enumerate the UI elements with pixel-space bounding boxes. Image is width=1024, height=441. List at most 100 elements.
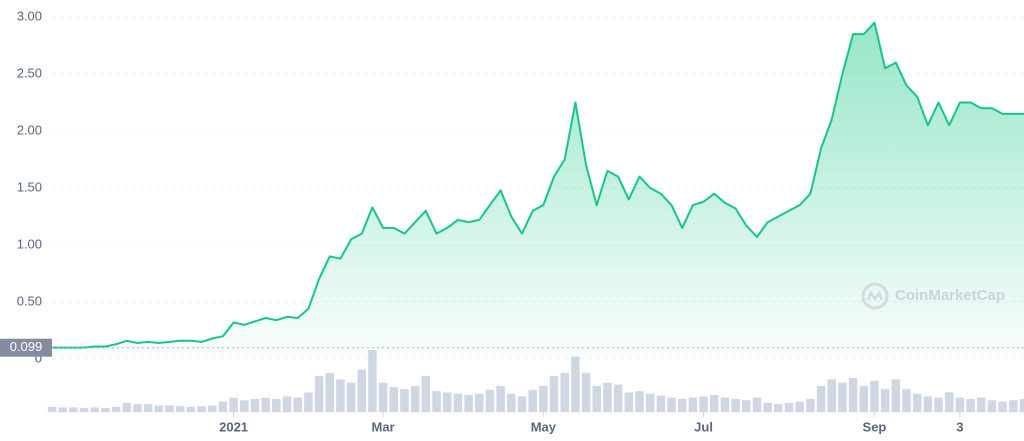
- volume-bar: [752, 397, 762, 412]
- volume-bar: [774, 404, 783, 412]
- volume-bar: [806, 398, 815, 412]
- y-tick-label: 2.00: [17, 122, 42, 137]
- volume-bar: [229, 397, 238, 412]
- volume-bar: [485, 389, 495, 412]
- volume-bar: [69, 407, 78, 412]
- volume-bar: [966, 398, 975, 412]
- volume-bar: [613, 384, 623, 412]
- volume-bar: [955, 397, 965, 412]
- volume-bar: [763, 402, 772, 412]
- volume-bar: [571, 356, 580, 412]
- volume-bar: [111, 406, 121, 412]
- volume-bar: [880, 389, 890, 412]
- volume-bar: [464, 395, 473, 412]
- volume-bar: [870, 380, 879, 412]
- volume-bar: [207, 405, 217, 412]
- volume-bar: [496, 385, 505, 412]
- volume-bar: [475, 393, 484, 412]
- volume-bar: [79, 408, 89, 412]
- volume-bar: [848, 378, 858, 412]
- volume-bar: [581, 372, 591, 412]
- volume-bar: [218, 401, 228, 412]
- volume-bar: [378, 382, 388, 412]
- volume-bar: [143, 404, 153, 412]
- volume-bar: [667, 397, 676, 412]
- volume-bar: [250, 398, 260, 412]
- volume-bar: [549, 376, 559, 412]
- volume-bar: [742, 400, 751, 412]
- volume-bar: [336, 379, 345, 412]
- volume-bar: [838, 382, 847, 412]
- y-tick-label: 1.50: [17, 179, 42, 194]
- volume-bar: [101, 408, 110, 412]
- volume-bar: [816, 385, 826, 412]
- volume-bar: [560, 372, 569, 412]
- volume-bar: [603, 382, 612, 412]
- volume-bar: [517, 396, 527, 412]
- volume-bar: [795, 401, 804, 412]
- volume-bar: [325, 372, 334, 412]
- x-tick-label: 3: [956, 419, 963, 434]
- start-price-label: 0.099: [10, 339, 43, 354]
- volume-bar: [710, 395, 719, 412]
- volume-bar: [635, 391, 644, 412]
- volume-bar: [293, 397, 302, 412]
- volume-bar: [677, 398, 687, 412]
- volume-bar: [304, 392, 313, 412]
- volume-bar: [528, 389, 537, 412]
- y-tick-label: 0: [35, 350, 42, 365]
- volume-bar: [731, 398, 740, 412]
- volume-bar: [314, 376, 324, 412]
- price-area: [52, 22, 1024, 359]
- volume-bar: [923, 396, 933, 412]
- volume-bar: [421, 376, 431, 412]
- y-tick-label: 2.50: [17, 65, 42, 80]
- volume-bar: [827, 379, 836, 412]
- volume-bar: [282, 396, 292, 412]
- volume-bar: [58, 407, 67, 412]
- volume-bar: [346, 382, 356, 412]
- volume-bar: [122, 402, 131, 412]
- x-tick-label: Sep: [863, 419, 887, 434]
- watermark-logo: [861, 282, 889, 310]
- volume-bar: [998, 401, 1007, 412]
- volume-bar: [987, 400, 997, 412]
- volume-bar: [859, 385, 869, 412]
- volume-bar: [945, 392, 954, 412]
- volume-bar: [784, 402, 794, 412]
- volume-bar: [912, 393, 922, 412]
- start-price-box: [0, 338, 52, 357]
- y-tick-label: 1.00: [17, 236, 42, 251]
- volume-bar: [90, 407, 99, 412]
- watermark: CoinMarketCap: [861, 282, 1005, 310]
- x-tick-label: May: [531, 419, 557, 434]
- price-line: [52, 21, 1024, 349]
- volume-bar: [1009, 400, 1018, 412]
- volume-bar: [400, 389, 409, 412]
- volume-bar: [891, 379, 901, 412]
- volume-bar: [720, 397, 730, 412]
- volume-bar: [934, 397, 943, 412]
- volume-bar: [165, 405, 174, 412]
- volume-bar: [432, 391, 441, 412]
- volume-bar: [592, 385, 601, 412]
- volume-bar: [539, 385, 548, 412]
- volume-bar: [453, 393, 463, 412]
- volume-bar: [272, 398, 281, 412]
- volume-bar: [47, 406, 57, 412]
- y-tick-label: 3.00: [17, 8, 42, 23]
- volume-bar: [688, 397, 698, 412]
- volume-bar: [389, 387, 399, 412]
- volume-bar: [624, 392, 634, 412]
- volume-bar: [507, 393, 516, 412]
- y-tick-label: 0.50: [17, 293, 42, 308]
- watermark-text: CoinMarketCap: [895, 287, 1005, 304]
- volume-bar: [261, 397, 270, 412]
- volume-bar: [977, 397, 986, 412]
- volume-bar: [175, 406, 185, 412]
- volume-bar: [442, 392, 452, 412]
- volume-bar: [186, 406, 196, 412]
- volume-bar: [1019, 398, 1024, 412]
- volume-bar: [197, 406, 206, 412]
